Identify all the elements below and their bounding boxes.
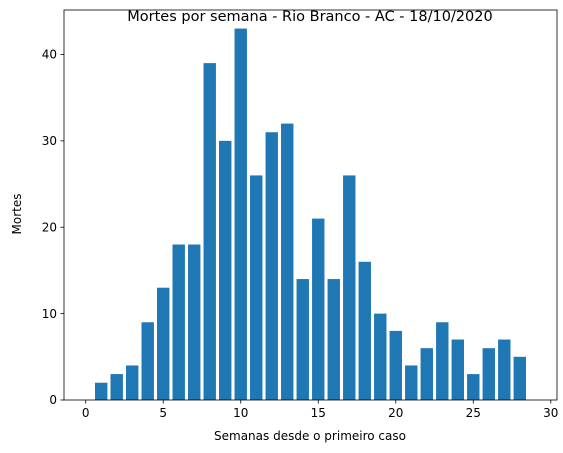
bar-week-6: [172, 244, 185, 400]
axes-frame: [63, 9, 558, 401]
bar-week-25: [467, 374, 480, 400]
bar-week-14: [296, 279, 309, 400]
bars-group: [95, 28, 526, 401]
x-tick-label: 5: [159, 406, 167, 420]
x-tick-label: 0: [82, 406, 90, 420]
bar-week-11: [250, 175, 263, 400]
x-axis-label: Semanas desde o primeiro caso: [214, 429, 406, 443]
bar-week-2: [110, 374, 123, 400]
y-axis-label: Mortes: [10, 194, 24, 235]
bar-week-8: [203, 63, 216, 401]
bar-week-1: [95, 382, 108, 400]
y-tick-label: 0: [49, 393, 57, 407]
bar-week-19: [374, 313, 387, 400]
bar-week-24: [451, 339, 464, 400]
bar-week-7: [188, 244, 201, 400]
bar-week-20: [389, 330, 402, 400]
bar-week-17: [343, 175, 356, 400]
x-tick-label: 10: [233, 406, 248, 420]
y-ticks: 0 10 20 30 40: [42, 48, 64, 407]
x-ticks: 0 5 10 15 20 25 30: [82, 400, 558, 420]
x-tick-label: 20: [388, 406, 403, 420]
x-tick-label: 30: [543, 406, 558, 420]
y-tick-label: 20: [42, 220, 57, 234]
bar-week-16: [327, 279, 340, 400]
bar-week-10: [234, 28, 247, 400]
y-tick-label: 10: [42, 307, 57, 321]
bar-week-23: [436, 322, 449, 400]
bar-week-3: [126, 365, 139, 400]
bar-week-27: [498, 339, 511, 400]
bar-week-15: [312, 218, 325, 400]
bar-week-18: [358, 261, 371, 400]
bar-week-12: [265, 132, 278, 401]
bar-week-4: [141, 322, 154, 400]
bar-week-9: [219, 140, 232, 401]
axes-group: [63, 9, 558, 401]
y-tick-label: 30: [42, 134, 57, 148]
bar-week-22: [420, 348, 433, 400]
bar-week-13: [281, 123, 294, 400]
chart-title: Mortes por semana - Rio Branco - AC - 18…: [127, 9, 492, 25]
bar-week-21: [405, 365, 418, 400]
x-tick-label: 15: [311, 406, 326, 420]
bar-week-5: [157, 287, 170, 400]
bar-week-26: [482, 348, 495, 400]
y-tick-label: 40: [42, 48, 57, 62]
bar-week-28: [513, 356, 526, 400]
x-tick-label: 25: [466, 406, 481, 420]
